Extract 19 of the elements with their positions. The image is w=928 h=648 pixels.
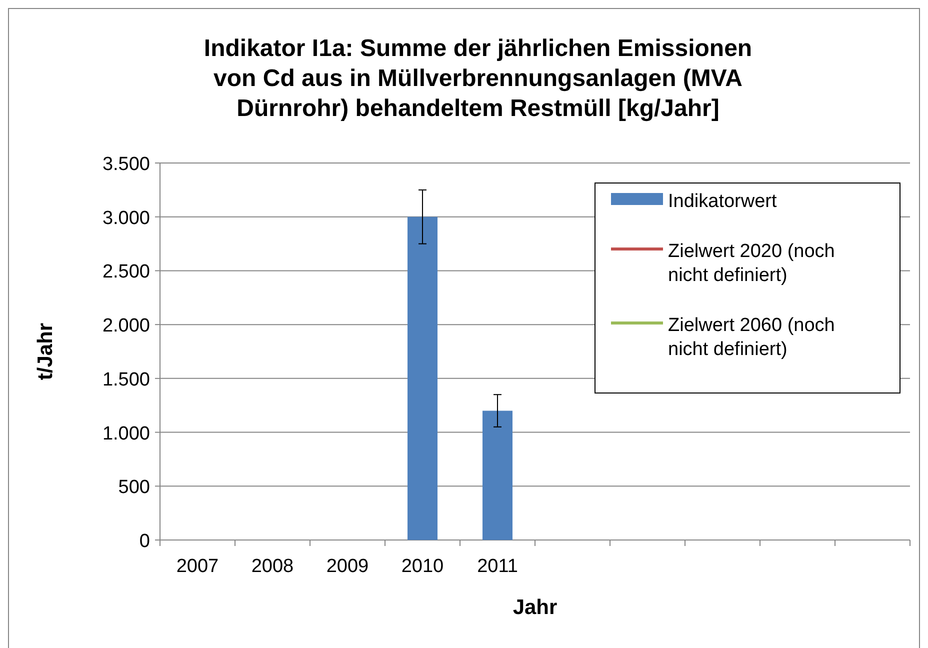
x-axis-title: Jahr: [512, 596, 558, 619]
y-tick-label: 1.500: [102, 369, 150, 390]
y-tick-label: 2.000: [102, 316, 150, 337]
y-tick-label: 1.000: [102, 423, 150, 444]
x-tick-label: 2007: [176, 556, 219, 577]
x-tick-label: 2010: [401, 556, 444, 577]
x-tick-label: 2008: [251, 556, 294, 577]
x-tick-label: 2009: [326, 556, 369, 577]
y-tick-label: 500: [118, 477, 150, 498]
chart-title: Indikator I1a: Summe der jährlichen Emissionen von Cd aus in Müllverbrennungsanlagen (MVA Dürnrohr) behandeltem Restmüll [kg/Jahr]: [204, 35, 752, 122]
legend-label: Zielwert 2020 (noch nicht definiert): [668, 241, 835, 286]
y-tick-label: 0: [139, 531, 150, 552]
x-tick-label: 2011: [477, 556, 518, 577]
y-tick-label: 3.500: [102, 154, 150, 175]
y-tick-label: 3.000: [102, 208, 150, 229]
legend-label: Zielwert 2060 (noch nicht definiert): [668, 315, 835, 360]
y-tick-label: 2.500: [102, 262, 150, 283]
legend-label: Indikatorwert: [668, 191, 778, 212]
y-axis-title: t/Jahr: [34, 322, 57, 380]
